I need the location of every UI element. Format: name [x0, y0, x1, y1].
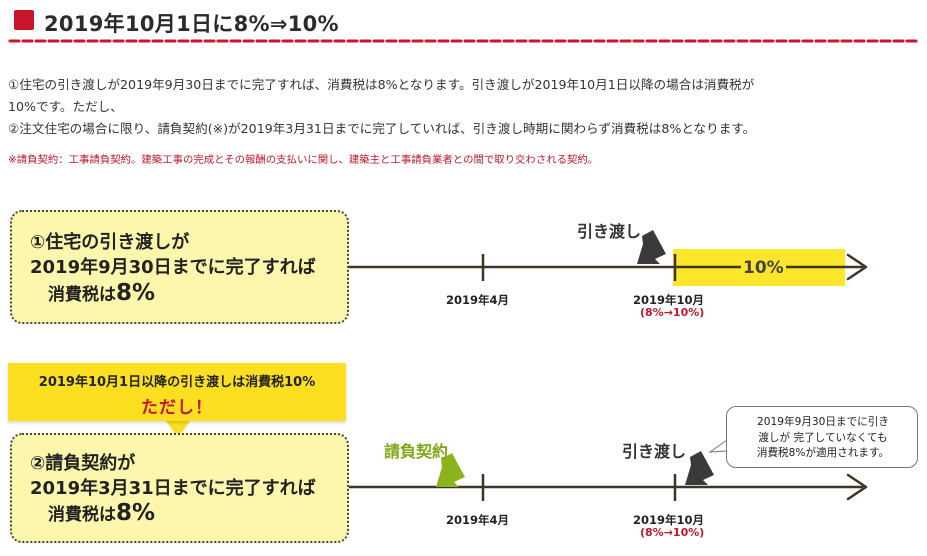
banner-pointer	[166, 421, 190, 438]
banner-line1: 2019年10月1日以降の引き渡しは消費税10%	[38, 375, 316, 390]
body-line-2: 10%です。ただし、	[8, 99, 123, 114]
handover-label-2: 引き渡し	[622, 442, 687, 461]
condition-box-2: ②請負契約が 2019年3月31日までに完了すれば 消費税は8%	[10, 433, 349, 543]
box2-line2: 2019年3月31日までに完了すれば	[30, 478, 316, 499]
tick2-sub-2: (8%→10%)	[640, 526, 705, 539]
however-banner: 2019年10月1日以降の引き渡しは消費税10% ただし！	[8, 363, 346, 421]
callout-line3: 消費税8%が適用されます。	[756, 447, 890, 459]
contract-arrow-icon	[436, 453, 465, 487]
callout-bubble: 2019年9月30日までに引き 渡しが 完了していなくても 消費税8%が適用され…	[726, 406, 918, 468]
box2-line3: 消費税は8%	[48, 500, 155, 526]
callout-line2: 渡しが 完了していなくても	[758, 431, 888, 444]
timeline-1-arrowhead	[846, 253, 868, 281]
contract-label: 請負契約	[384, 442, 449, 461]
tick2-label-1: 2019年10月	[633, 293, 705, 307]
body-line-1: ①住宅の引き渡しが2019年9月30日までに完了すれば、消費税は8%となります。…	[8, 77, 755, 92]
box1-line2: 2019年9月30日までに完了すれば	[30, 257, 316, 278]
box1-tax-rate: 8%	[116, 280, 156, 306]
tick2-label-2: 2019年10月	[633, 513, 705, 527]
condition-box-1: ①住宅の引き渡しが 2019年9月30日までに完了すれば 消費税は8%	[10, 210, 349, 324]
box1-line3-prefix: 消費税は	[48, 285, 116, 305]
page-title: 2019年10月1日に8%⇒10%	[44, 12, 339, 36]
banner-line2: ただし！	[141, 398, 213, 418]
box2-line3-prefix: 消費税は	[48, 505, 116, 525]
heading-square-icon	[14, 10, 34, 30]
tax-10-label: 10%	[741, 258, 786, 278]
callout-tail	[708, 439, 728, 453]
callout-text: 2019年9月30日までに引き 渡しが 完了していなくても 消費税8%が適用され…	[735, 415, 911, 462]
box1-line3: 消費税は8%	[48, 280, 155, 306]
tick1-label-1: 2019年4月	[446, 293, 510, 307]
tick1-label-2: 2019年4月	[446, 513, 510, 527]
heading-underline	[8, 39, 918, 43]
handover-arrow-2-icon	[685, 451, 714, 485]
footnote: ※請負契約：工事請負契約。建築工事の完成とその報酬の支払いに関し、建築主と工事請…	[8, 154, 599, 166]
callout-line1: 2019年9月30日までに引き	[757, 416, 889, 428]
box2-tax-rate: 8%	[116, 500, 156, 526]
box1-line1: ①住宅の引き渡しが	[30, 232, 190, 253]
body-line-3: ②注文住宅の場合に限り、請負契約(※)が2019年3月31日までに完了していれば…	[8, 121, 756, 136]
box2-line1: ②請負契約が	[30, 453, 136, 474]
handover-arrow-1-icon	[637, 230, 666, 264]
handover-label-1: 引き渡し	[577, 222, 642, 241]
timeline-2-arrowhead	[846, 473, 868, 501]
tick2-sub-1: (8%→10%)	[640, 306, 705, 319]
